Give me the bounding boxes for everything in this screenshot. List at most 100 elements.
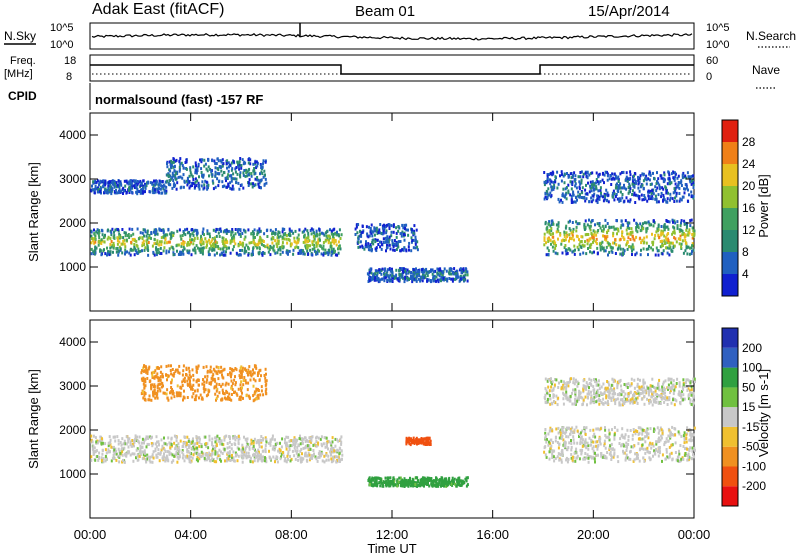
data-cell [607, 200, 610, 204]
data-cell [382, 229, 385, 233]
data-cell [152, 250, 155, 254]
data-cell [626, 226, 629, 229]
data-cell [410, 274, 412, 278]
data-cell [393, 239, 396, 242]
data-cell [569, 228, 572, 232]
data-cell [306, 444, 309, 448]
data-cell [565, 224, 568, 228]
data-cell [649, 189, 652, 193]
data-cell [684, 239, 687, 242]
data-cell [172, 247, 175, 251]
data-cell [690, 252, 693, 256]
data-cell [138, 454, 141, 458]
data-cell [238, 374, 241, 378]
data-cell [692, 186, 695, 190]
data-cell [191, 184, 194, 187]
data-cell [666, 237, 669, 241]
data-cell [633, 185, 636, 189]
data-cell [315, 457, 318, 461]
data-cell [585, 197, 588, 201]
data-cell [401, 248, 404, 252]
data-cell [265, 460, 268, 464]
data-cell [297, 237, 300, 241]
data-cell [263, 169, 266, 173]
data-cell [288, 439, 291, 443]
data-cell [570, 194, 573, 198]
data-cell [235, 166, 238, 169]
data-cell [428, 484, 431, 488]
data-cell [182, 398, 184, 402]
data-cell [229, 251, 232, 255]
data-cell [424, 268, 427, 272]
data-cell [648, 244, 650, 248]
data-cell [567, 183, 570, 187]
data-cell [382, 241, 385, 244]
data-cell [592, 238, 595, 242]
data-cell [267, 246, 270, 250]
data-cell [464, 273, 467, 277]
data-cell [678, 192, 681, 195]
data-cell [257, 396, 260, 400]
data-cell [410, 236, 413, 240]
data-cell [258, 456, 261, 460]
data-cell [164, 459, 167, 463]
data-cell [336, 455, 339, 459]
data-cell [224, 459, 226, 463]
data-cell [205, 240, 208, 244]
data-cell [417, 277, 420, 281]
data-cell [130, 234, 133, 238]
data-cell [691, 244, 693, 248]
data-cell [229, 181, 232, 185]
data-cell [180, 244, 183, 248]
data-cell [209, 368, 212, 372]
data-cell [200, 242, 203, 246]
data-cell [127, 450, 130, 454]
data-cell [570, 198, 573, 202]
data-cell [459, 267, 462, 271]
data-cell [388, 243, 391, 247]
data-cell [393, 483, 396, 487]
data-cell [168, 160, 171, 164]
data-cell [133, 239, 136, 243]
data-cell [253, 447, 255, 451]
data-cell [332, 237, 335, 240]
data-cell [607, 229, 610, 232]
data-cell [606, 172, 609, 176]
data-cell [209, 241, 212, 245]
data-cell [170, 443, 173, 446]
data-cell [290, 457, 293, 461]
data-cell [383, 269, 386, 273]
data-cell [654, 234, 657, 237]
data-cell [118, 181, 121, 185]
data-cell [215, 396, 218, 400]
data-cell [645, 174, 648, 178]
data-cell [683, 187, 685, 191]
data-cell [297, 453, 300, 457]
data-cell [439, 267, 442, 271]
data-cell [267, 441, 270, 445]
data-cell [135, 190, 138, 194]
data-cell [333, 455, 336, 459]
data-cell [165, 454, 168, 458]
data-cell [635, 235, 638, 239]
data-cell [421, 273, 424, 277]
data-cell [151, 455, 154, 459]
data-cell [230, 168, 233, 172]
data-cell [223, 184, 226, 188]
data-cell [386, 246, 389, 249]
data-cell [164, 456, 167, 460]
data-cell [233, 239, 236, 243]
data-cell [575, 186, 578, 190]
data-cell [119, 182, 122, 186]
data-cell [408, 241, 411, 245]
data-cell [161, 446, 164, 450]
data-cell [116, 242, 119, 246]
data-cell [230, 239, 233, 243]
data-cell [247, 253, 250, 257]
data-cell [260, 242, 263, 246]
data-cell [206, 187, 209, 191]
data-cell [212, 373, 215, 377]
data-cell [376, 274, 379, 278]
data-cell [264, 376, 267, 380]
data-cell [635, 181, 637, 185]
